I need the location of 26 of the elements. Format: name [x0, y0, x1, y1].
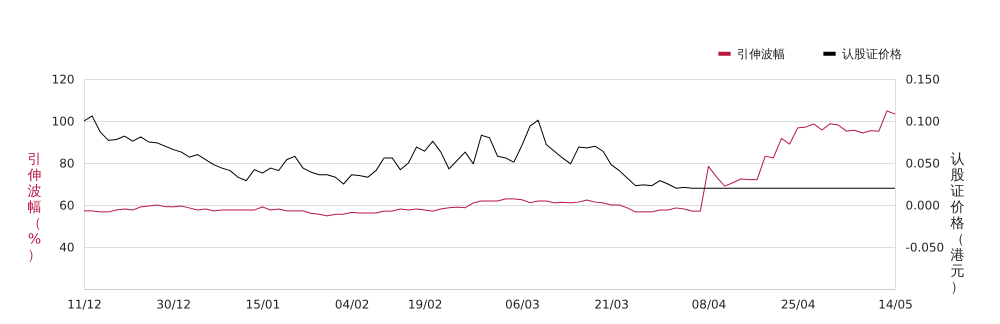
y-tick-label: 120	[52, 72, 74, 86]
x-tick-label: 06/03	[505, 298, 540, 312]
text: 认股证价格（港元）	[950, 152, 964, 296]
y-axis-title: 引伸波幅（%）	[26, 152, 42, 264]
x-tick-label: 14/05	[878, 298, 913, 312]
y-tick-label: 100	[52, 114, 74, 128]
y-tick-label: 80	[59, 156, 74, 170]
y2-tick-label: 0.000	[906, 198, 940, 212]
x-tick-label: 08/04	[692, 298, 726, 312]
x-tick-label: 25/04	[780, 298, 816, 312]
x-tick-label: 21/03	[594, 298, 629, 312]
x-tick-label: 15/01	[246, 298, 280, 312]
line-series	[84, 115, 896, 189]
legend-label: 引伸波幅	[737, 46, 785, 61]
y2-tick-label: -0.050	[906, 240, 944, 254]
y-tick-label: 60	[59, 198, 74, 212]
x-tick-label: 19/02	[408, 298, 442, 312]
y2-tick-label: 0.050	[906, 156, 940, 170]
line-series	[84, 110, 896, 216]
y2-tick-label: 0.100	[906, 114, 940, 128]
legend-label: 认股证价格	[842, 46, 902, 61]
x-tick-label: 11/12	[67, 298, 102, 312]
y-tick-label: 40	[59, 240, 74, 254]
x-tick-label: 04/02	[334, 298, 370, 312]
y2-tick-label: 0.150	[906, 72, 940, 86]
x-tick-label: 30/12	[156, 298, 192, 312]
